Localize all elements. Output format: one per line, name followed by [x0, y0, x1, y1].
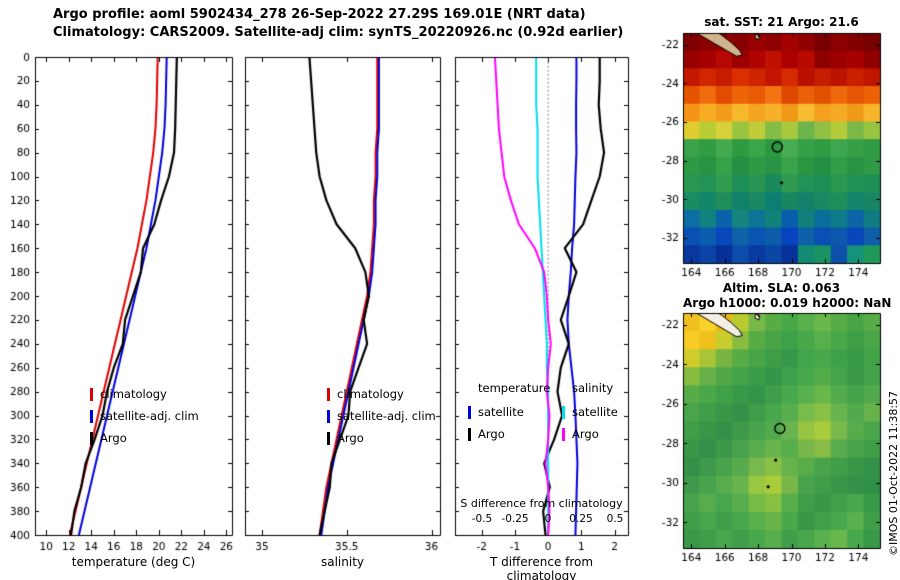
s-argo-line-swatch — [562, 427, 565, 441]
sst-map-title: sat. SST: 21 Argo: 21.6 — [704, 15, 859, 29]
satellite-clim-line-swatch — [90, 409, 93, 423]
legend-item-argo: Argo — [327, 427, 436, 449]
argo-line-swatch — [327, 431, 330, 445]
t-argo-line-swatch — [468, 427, 471, 441]
legend-label: satellite — [478, 405, 524, 419]
climatology-line-swatch — [90, 387, 93, 401]
sla-map-title-line2: Argo h1000: 0.019 h2000: NaN — [683, 296, 892, 310]
difference-legend-salinity: salinity satellite Argo — [562, 381, 618, 445]
climatology-line-swatch — [327, 387, 330, 401]
legend-label: satellite-adj. clim — [337, 409, 436, 423]
legend-item-argo: Argo — [90, 427, 199, 449]
s-difference-axis-label: S difference from climatology — [460, 497, 623, 510]
s-axis-tick: -0.25 — [501, 513, 529, 525]
s-axis-tick: 0.5 — [606, 513, 624, 525]
temperature-axis-label: temperature (deg C) — [71, 555, 196, 569]
s-axis-tick: -0.5 — [471, 513, 493, 525]
legend-item-satellite-clim: satellite-adj. clim — [90, 405, 199, 427]
t-satellite-line-swatch — [468, 405, 471, 419]
salinity-legend: climatology satellite-adj. clim Argo — [327, 383, 436, 449]
legend-item-s-satellite: satellite — [562, 401, 618, 423]
legend-label: Argo — [478, 427, 505, 441]
legend-label: Argo — [100, 431, 127, 445]
legend-label: satellite — [572, 405, 618, 419]
legend-item-t-satellite: satellite — [468, 401, 550, 423]
s-satellite-line-swatch — [562, 405, 565, 419]
salinity-axis-label: salinity — [320, 555, 365, 569]
figure-title-line2: Climatology: CARS2009. Satellite-adj cli… — [53, 25, 624, 40]
legend-label: Argo — [572, 427, 599, 441]
temperature-legend: climatology satellite-adj. clim Argo — [90, 383, 199, 449]
imos-credit: ©IMOS 01-Oct-2022 11:38:57 — [887, 390, 900, 556]
sla-map-title-line1: Altim. SLA: 0.063 — [722, 281, 841, 295]
legend-item-s-argo: Argo — [562, 423, 618, 445]
s-axis-tick: 0.25 — [569, 513, 593, 525]
legend-label: climatology — [100, 387, 167, 401]
legend-item-climatology: climatology — [90, 383, 199, 405]
legend-item-satellite-clim: satellite-adj. clim — [327, 405, 436, 427]
t-difference-axis-label: T difference from climatology — [489, 555, 594, 580]
legend-item-t-argo: Argo — [468, 423, 550, 445]
legend-label: satellite-adj. clim — [100, 409, 199, 423]
satellite-clim-line-swatch — [327, 409, 330, 423]
legend-item-climatology: climatology — [327, 383, 436, 405]
difference-legend-temperature: temperature satellite Argo — [468, 381, 550, 445]
figure-title-line1: Argo profile: aoml 5902434_278 26-Sep-20… — [53, 7, 586, 22]
legend-header-temperature: temperature — [478, 381, 551, 395]
argo-line-swatch — [90, 431, 93, 445]
legend-label: Argo — [337, 431, 364, 445]
s-axis-tick: 0 — [544, 513, 552, 525]
legend-header-salinity: salinity — [572, 381, 614, 395]
legend-label: climatology — [337, 387, 404, 401]
